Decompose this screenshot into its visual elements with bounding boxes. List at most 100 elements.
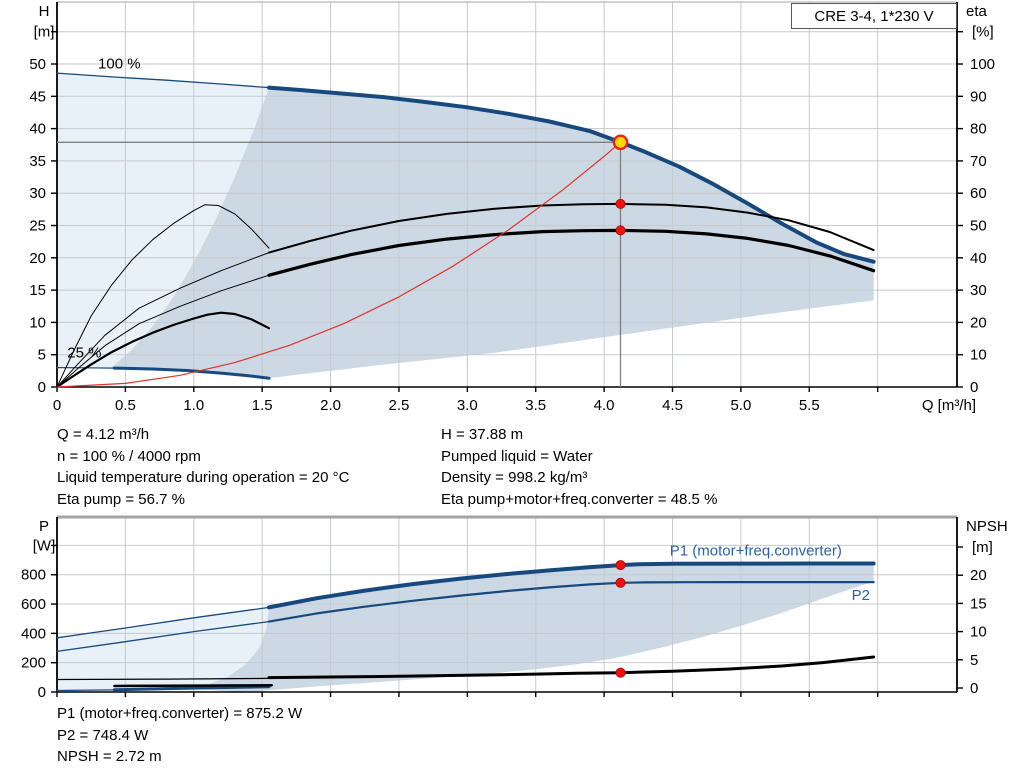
axis-tick-label: 0 — [970, 680, 978, 697]
x-tick-label: 3.0 — [457, 397, 478, 414]
npsh — [267, 655, 876, 680]
axis-tick-label: 30 — [970, 282, 987, 299]
p1-100pct-outside-range — [56, 606, 270, 639]
NPSH-axis-unit: [m] — [972, 539, 993, 556]
annotation-speed: n = 100 % / 4000 rpm — [57, 447, 201, 465]
p1-curve-label: P1 (motor+freq.converter) — [670, 543, 842, 560]
annotation-p2: P2 = 748.4 W — [57, 726, 149, 744]
axis-tick-label: 20 — [970, 567, 987, 584]
annotation-density: Density = 998.2 kg/m³ — [441, 469, 588, 486]
x-tick-label: 3.5 — [525, 397, 546, 414]
axis-tick-label: 0 — [970, 379, 978, 396]
qh-25pct — [112, 366, 271, 380]
npsh-outside-range — [56, 677, 270, 681]
annotation-flow: Q = 4.12 m³/h — [57, 426, 150, 443]
axis-tick-label: 400 — [21, 625, 46, 642]
axis-tick-label: 15 — [29, 282, 46, 299]
eta-total-100pct-low — [56, 274, 270, 388]
axis-tick-label: 0 — [38, 684, 46, 701]
H-axis-unit: [m] — [34, 24, 55, 41]
power-annotations: P1 (motor+freq.converter) = 875.2 W P2 =… — [57, 703, 302, 768]
x-tick-label: 4.5 — [662, 397, 683, 414]
speed-100-label: 100 % — [98, 56, 141, 73]
qh-100pct — [267, 85, 876, 264]
axis-tick-label: 200 — [21, 655, 46, 672]
axis-tick-label: 5 — [38, 347, 46, 364]
eta-pump-25pct — [56, 204, 270, 388]
eta-axis-letter: eta — [966, 3, 988, 20]
axis-tick-label: 600 — [21, 596, 46, 613]
axis-tick-label: 800 — [21, 567, 46, 584]
power-npsh-chart: 0 200 400 600 800 P [W] 0 5 10 15 20 NPSH [m] P1 (moto… — [21, 515, 1008, 701]
p2-100pct — [267, 581, 875, 623]
eta-pump-100pct-low — [56, 252, 270, 388]
annotation-npsh: NPSH = 2.72 m — [57, 748, 162, 765]
axis-tick-label: 45 — [29, 88, 46, 105]
annotation-temperature: Liquid temperature during operation = 20… — [57, 469, 350, 486]
x-tick-label: 1.0 — [183, 397, 204, 414]
speed-25-label: 25 % — [67, 345, 101, 362]
axis-tick-label: 40 — [970, 250, 987, 267]
axis-tick-label: 20 — [970, 314, 987, 331]
axis-tick-label: 20 — [29, 250, 46, 267]
axis-tick-label: 30 — [29, 185, 46, 202]
axis-tick-label: 10 — [29, 314, 46, 331]
axis-tick-label: 90 — [970, 88, 987, 105]
p1-point — [615, 560, 626, 571]
eta-total-25pct — [55, 311, 271, 389]
axis-tick-label: 35 — [29, 153, 46, 170]
eta-total-100pct — [267, 228, 876, 277]
axis-tick-label: 40 — [29, 121, 46, 138]
axis-tick-label: 100 — [970, 56, 995, 73]
axis-tick-label: 0 — [38, 379, 46, 396]
annotation-liquid: Pumped liquid = Water — [441, 447, 593, 465]
annotation-eta-total: Eta pump+motor+freq.converter = 48.5 % — [441, 490, 718, 508]
axis-tick-label: 50 — [970, 218, 987, 235]
axis-tick-label: 25 — [29, 218, 46, 235]
axis-tick-label: 70 — [970, 153, 987, 170]
qh-eta-chart: 0 5 10 15 20 25 30 35 40 45 50 H [m] 0 10 20 30 40 50 60 70 8… — [29, 1, 995, 414]
npsh-point — [615, 667, 626, 678]
pump-title: CRE 3-4, 1*230 V — [814, 7, 934, 25]
p-25pct — [112, 685, 271, 692]
x-tick-label: 4.0 — [594, 397, 615, 414]
axis-tick-label: 60 — [970, 185, 987, 202]
P-axis-letter: P — [39, 518, 49, 535]
p2-curve-label: P2 — [852, 587, 870, 604]
p-25pct-outside-range — [56, 689, 115, 692]
axis-tick-label: 15 — [970, 595, 987, 612]
qh-100pct-outside-range — [56, 72, 270, 89]
H-axis-letter: H — [39, 3, 50, 20]
pump-title-box: CRE 3-4, 1*230 V — [791, 3, 957, 29]
axis-tick-label: 50 — [29, 56, 46, 73]
eta-pump-100pct — [268, 202, 875, 254]
operating-range-dark — [110, 87, 874, 379]
eta-pump-point — [615, 198, 626, 209]
duty-point[interactable] — [612, 134, 629, 151]
x-axis-title: Q [m³/h] — [922, 397, 976, 414]
annotation-p1: P1 (motor+freq.converter) = 875.2 W — [57, 705, 303, 722]
eta-axis-unit: [%] — [972, 24, 994, 41]
control-curve — [56, 141, 622, 388]
eta-total-point — [615, 225, 626, 236]
P-axis-unit: [W] — [33, 537, 56, 554]
duty-annotations-left: Q = 4.12 m³/h n = 100 % / 4000 rpm Liqui… — [57, 424, 349, 510]
p1-100pct — [267, 561, 876, 610]
axis-tick-label: 10 — [970, 347, 987, 364]
duty-annotations-right: H = 37.88 m Pumped liquid = Water Densit… — [441, 424, 717, 510]
axis-tick-label: 10 — [970, 624, 987, 641]
x-tick-label: 5.0 — [730, 397, 751, 414]
x-tick-label: 2.5 — [389, 397, 410, 414]
annotation-eta-pump: Eta pump = 56.7 % — [57, 490, 185, 508]
x-tick-label: 2.0 — [320, 397, 341, 414]
x-tick-label: 5.5 — [799, 397, 820, 414]
x-tick-label: 1.5 — [252, 397, 273, 414]
npsh-25pct — [113, 684, 273, 688]
p2-point — [615, 577, 626, 588]
annotation-head: H = 37.88 m — [441, 426, 524, 443]
axis-tick-label: 80 — [970, 121, 987, 138]
NPSH-axis-letter: NPSH — [966, 518, 1008, 535]
power-range-dark — [186, 563, 874, 692]
